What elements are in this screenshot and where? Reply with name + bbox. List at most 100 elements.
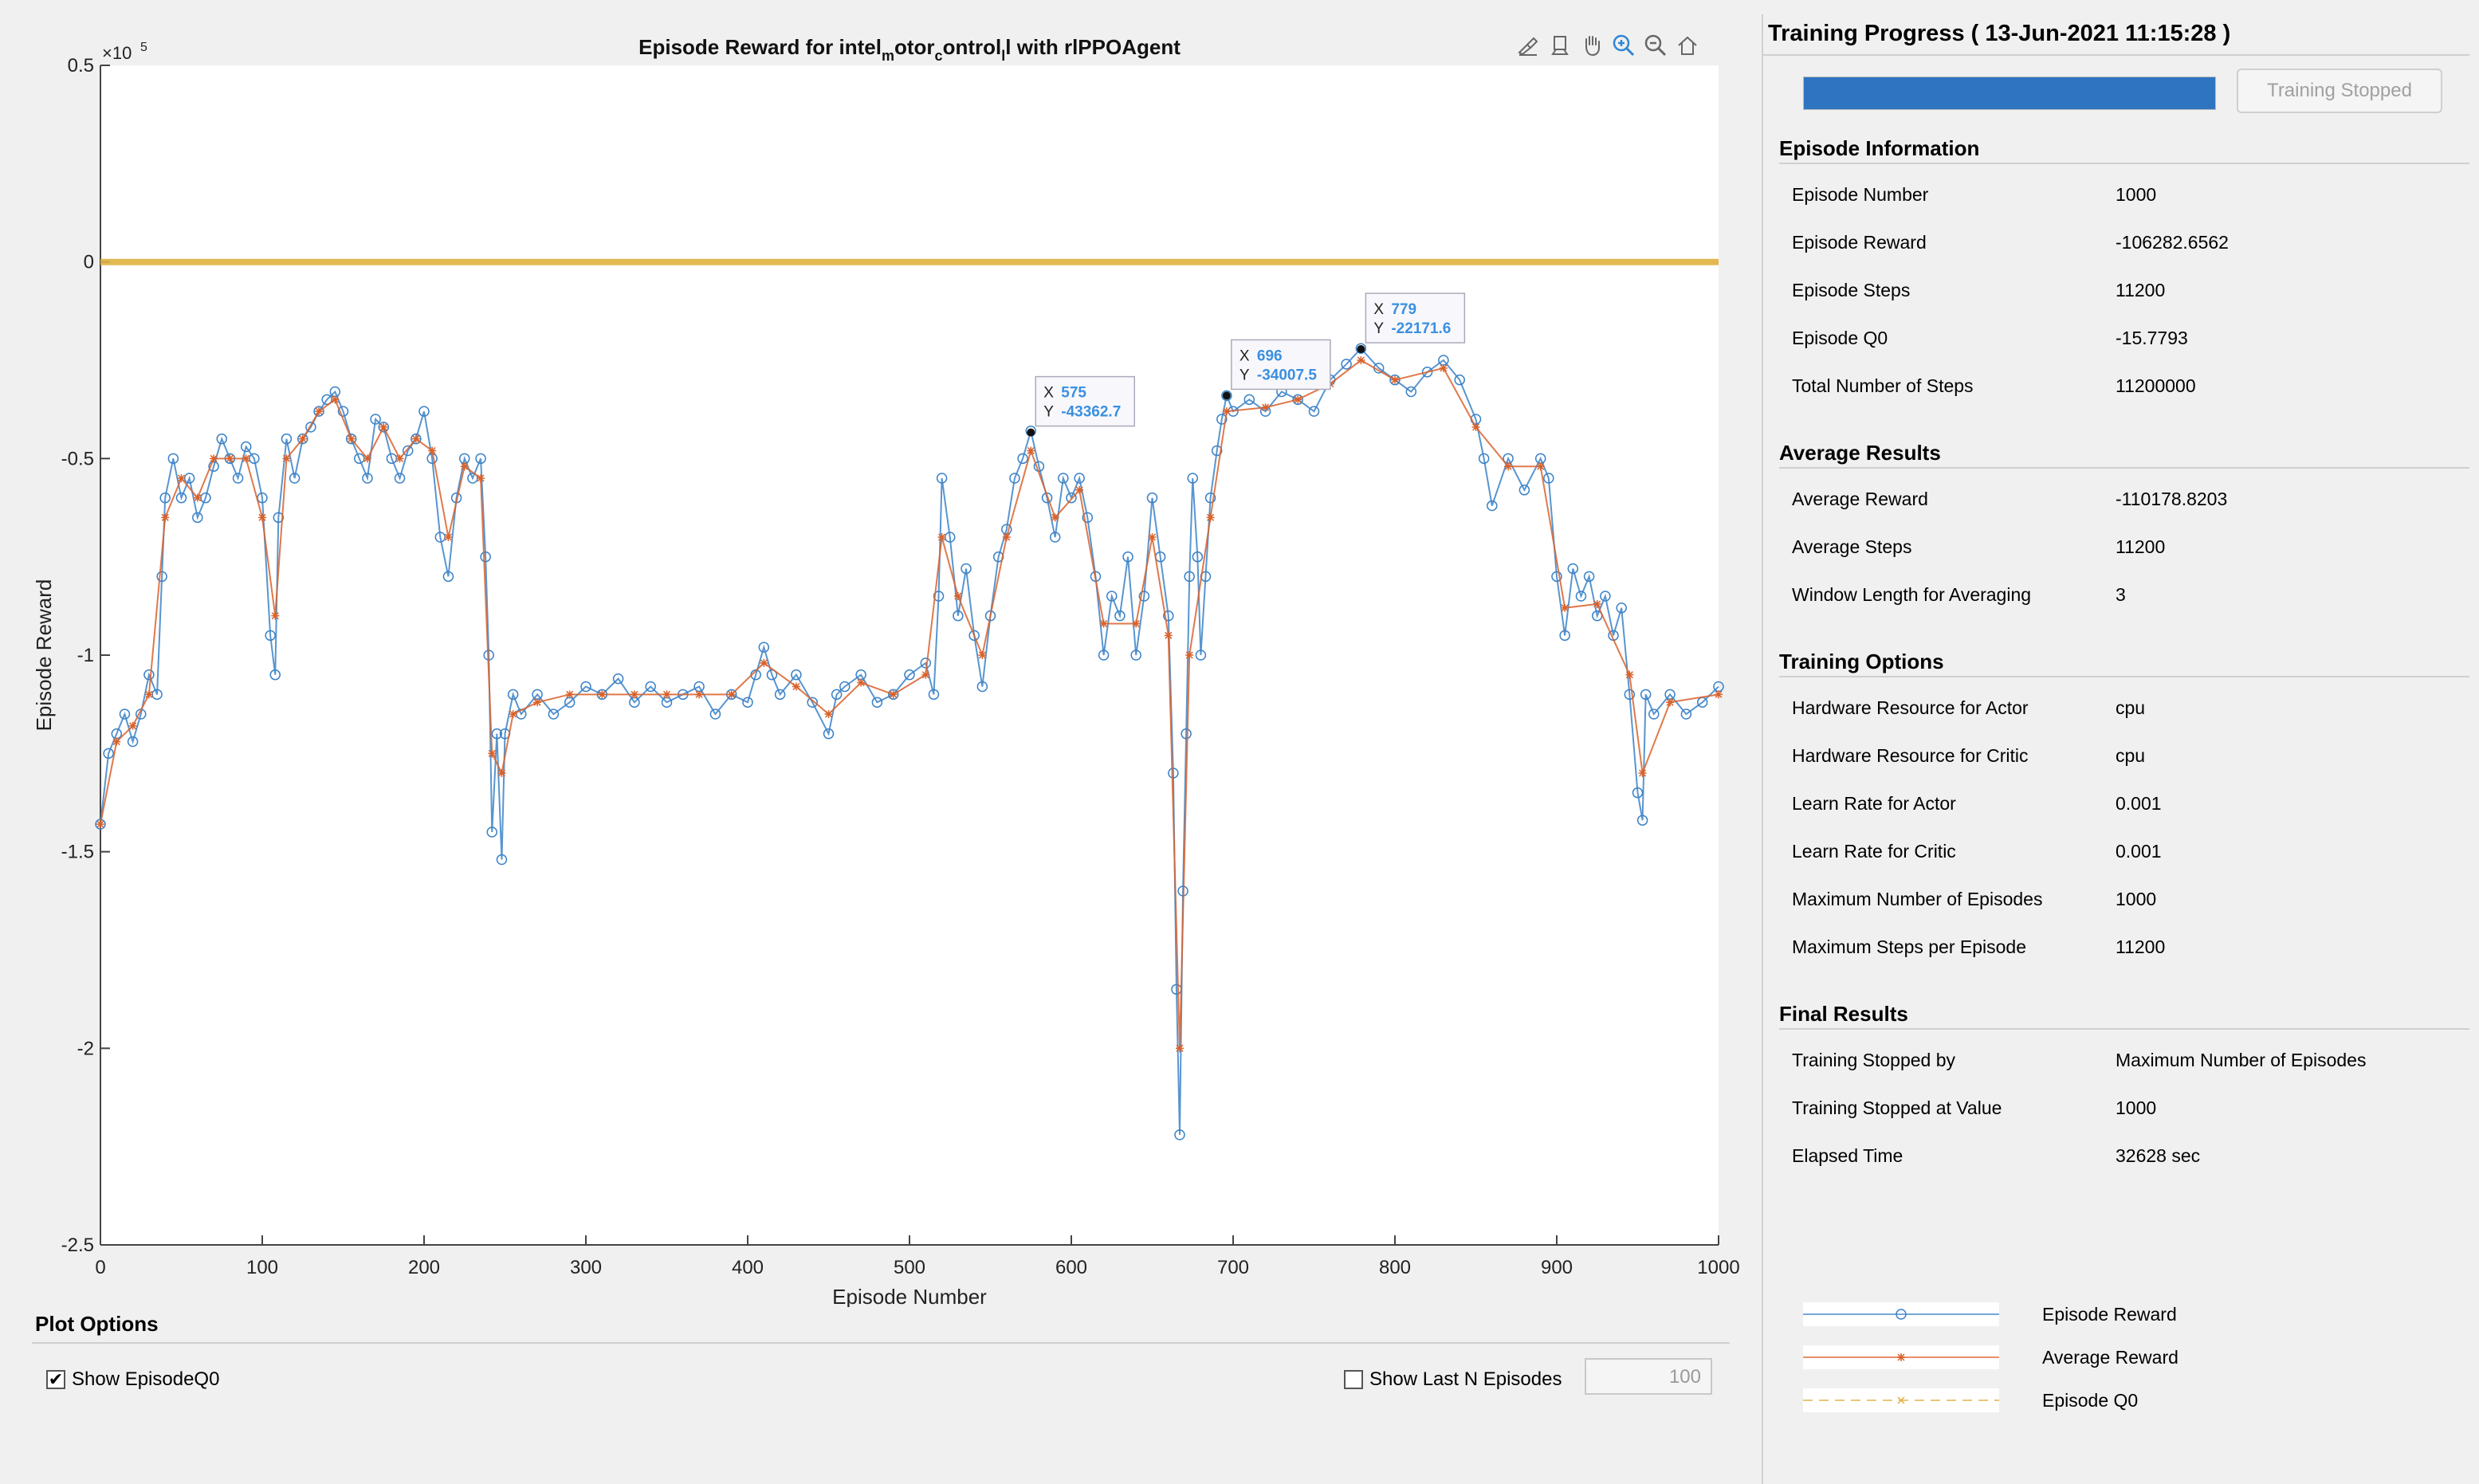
- reward-point: [1600, 591, 1611, 602]
- last-n-episodes-input[interactable]: 100: [1585, 1358, 1712, 1395]
- reward-point: [486, 826, 498, 838]
- average-point: [824, 710, 833, 718]
- average-point: [1002, 533, 1011, 541]
- reward-point: [1559, 630, 1570, 642]
- average-point: [226, 454, 234, 463]
- average-point: [379, 422, 388, 431]
- reward-point: [1636, 815, 1648, 826]
- datatip-box: [1035, 375, 1135, 427]
- info-row: Maximum Number of Episodes 1000: [1779, 875, 2469, 923]
- average-point: [1536, 462, 1545, 471]
- reward-point: [871, 697, 883, 708]
- reward-point: [281, 433, 293, 445]
- reward-point: [156, 571, 167, 583]
- average-point: [282, 454, 291, 463]
- reward-point: [1195, 650, 1207, 661]
- info-label: Maximum Steps per Episode: [1792, 936, 2027, 957]
- info-row: Episode Steps 11200: [1779, 266, 2469, 314]
- reward-point: [265, 630, 276, 642]
- reward-point: [904, 669, 915, 681]
- plot-options-title: Plot Options: [35, 1312, 159, 1336]
- section-divider: [1779, 676, 2469, 677]
- info-label: Elapsed Time: [1792, 1144, 1903, 1166]
- average-point: [921, 670, 930, 679]
- y-tick-label: 0: [84, 252, 94, 273]
- show-episodeq0-checkbox[interactable]: ✔ Show EpisodeQ0: [46, 1368, 219, 1391]
- reward-point: [645, 681, 656, 693]
- x-tick-label: 400: [732, 1257, 764, 1278]
- datatip-x-value: 696: [1257, 347, 1283, 364]
- info-value: 3: [2116, 583, 2126, 605]
- plot-options-divider: [32, 1342, 1730, 1344]
- show-last-n-checkbox[interactable]: Show Last N Episodes: [1344, 1368, 1562, 1391]
- average-point: [1075, 485, 1084, 494]
- brush-icon[interactable]: [1515, 32, 1542, 59]
- y-tick-label: -1.5: [61, 842, 94, 863]
- average-point: [1439, 363, 1448, 372]
- progress-fill: [1804, 77, 2215, 109]
- average-point: [315, 407, 324, 416]
- average-point: [177, 474, 186, 482]
- reward-point: [1122, 551, 1133, 563]
- info-label: Total Number of Steps: [1792, 375, 1974, 396]
- panel-divider: [1762, 14, 1763, 1484]
- info-value: cpu: [2116, 744, 2146, 766]
- info-label: Episode Steps: [1792, 279, 1911, 300]
- average-point: [1593, 599, 1601, 608]
- reward-point: [1478, 453, 1490, 465]
- reward-point: [289, 473, 301, 484]
- datatip-y-label: Y: [1043, 404, 1054, 421]
- info-label: Training Stopped by: [1792, 1049, 1956, 1070]
- reward-point: [953, 610, 964, 622]
- reward-point: [1518, 485, 1530, 496]
- info-row: Total Number of Steps 11200000: [1779, 362, 2469, 410]
- reward-point: [305, 422, 316, 433]
- reward-point: [1049, 532, 1061, 543]
- reward-point: [192, 512, 203, 524]
- datatip-x-label: X: [1373, 301, 1384, 318]
- zoom-out-icon[interactable]: [1642, 32, 1669, 59]
- reward-point: [1074, 473, 1085, 484]
- training-stopped-button[interactable]: Training Stopped: [2237, 69, 2442, 113]
- info-label: Maximum Number of Episodes: [1792, 888, 2043, 909]
- checkbox-checked-icon[interactable]: ✔: [46, 1370, 65, 1389]
- reward-point: [402, 445, 414, 457]
- average-point: [1391, 375, 1399, 384]
- average-point: [298, 434, 307, 443]
- reward-point: [1058, 473, 1069, 484]
- info-label: Episode Number: [1792, 183, 1929, 205]
- datatip-icon[interactable]: [1546, 32, 1573, 59]
- reward-point: [774, 689, 786, 701]
- reward-point: [1098, 650, 1110, 661]
- reward-point: [143, 669, 155, 681]
- y-exponent-power: 5: [140, 41, 147, 54]
- reward-point: [742, 697, 753, 708]
- reward-point: [103, 748, 114, 760]
- reward-point: [480, 551, 491, 563]
- average-point: [792, 682, 800, 691]
- average-point: [460, 462, 469, 471]
- reward-point: [1114, 610, 1126, 622]
- reward-point: [378, 422, 389, 433]
- legend-circle-marker: [1896, 1309, 1907, 1320]
- reward-point: [1389, 374, 1401, 386]
- info-value: cpu: [2116, 697, 2146, 718]
- datatip[interactable]: X 575 Y -43362.7: [1027, 375, 1135, 437]
- datatip[interactable]: X 779 Y -22171.6: [1357, 292, 1466, 354]
- info-value: 1000: [2116, 888, 2157, 909]
- pan-hand-icon[interactable]: [1578, 32, 1605, 59]
- reward-point: [159, 492, 171, 504]
- average-point: [1132, 619, 1141, 628]
- zoom-in-icon[interactable]: [1610, 32, 1637, 59]
- checkbox-unchecked-icon[interactable]: [1344, 1370, 1363, 1389]
- reward-point: [920, 658, 932, 669]
- x-tick-label: 700: [1217, 1257, 1249, 1278]
- info-value: 0.001: [2116, 792, 2162, 814]
- average-point: [1051, 513, 1059, 522]
- info-value: 11200000: [2116, 375, 2196, 396]
- average-point: [477, 474, 485, 482]
- average-point: [1666, 698, 1675, 707]
- home-icon[interactable]: [1674, 32, 1701, 59]
- x-tick-label: 300: [570, 1257, 602, 1278]
- datatip[interactable]: X 696 Y -34007.5: [1222, 339, 1331, 400]
